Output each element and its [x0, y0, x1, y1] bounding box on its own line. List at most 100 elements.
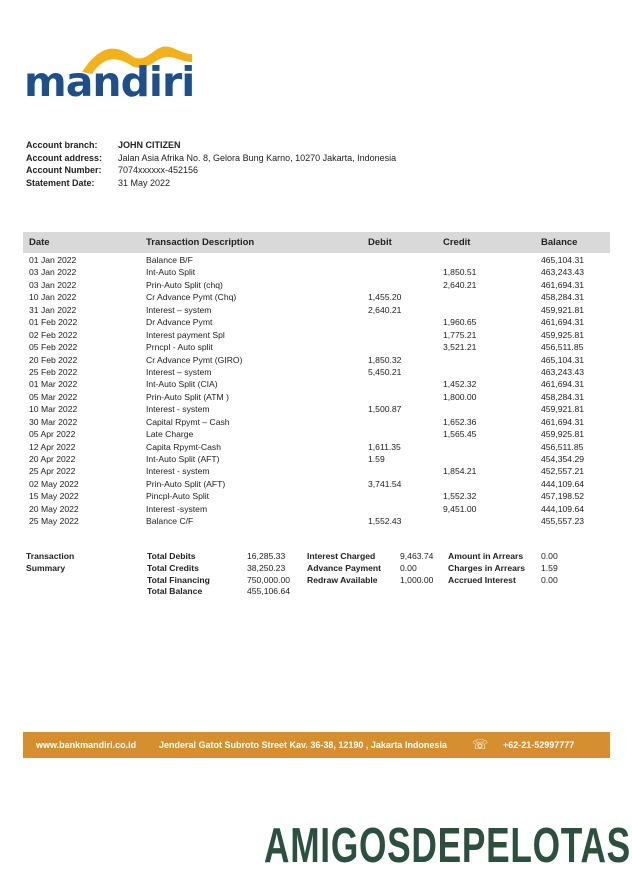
- cell-balance: 458,284.31: [541, 391, 585, 402]
- cell-description: Interest – system: [146, 366, 212, 377]
- footer-phone: +62-21-52997777: [503, 740, 575, 750]
- table-row: 02 Feb 2022 Interest payment Spl 1,775.21 4…: [23, 329, 610, 341]
- cell-credit: 2,640.21: [443, 279, 477, 290]
- summary-item: Amount in Arrears 0.00: [448, 551, 558, 563]
- cell-description: Interest – system: [146, 304, 212, 315]
- cell-description: Int-Auto Split: [146, 267, 196, 278]
- summary-item: Total Financing 750,000.00: [147, 575, 290, 587]
- cell-description: Prin-Auto Split (chq): [146, 279, 223, 290]
- table-row: 05 Apr 2022 Late Charge 1,565.45 459,925.81: [23, 428, 610, 440]
- cell-description: Prncpl - Auto split: [146, 342, 213, 353]
- table-row: 03 Jan 2022 Prin-Auto Split (chq) 2,640.21…: [23, 279, 610, 291]
- footer-website[interactable]: www.bankmandiri.co.id: [36, 740, 137, 750]
- header-debit: Debit: [368, 237, 392, 248]
- cell-credit: 1,960.65: [443, 317, 477, 328]
- summary-label: Total Balance: [147, 586, 203, 597]
- cell-balance: 444,109.64: [541, 478, 585, 489]
- summary-item: Total Credits 38,250.23: [147, 563, 285, 575]
- header-description: Transaction Description: [146, 237, 255, 248]
- cell-date: 05 Mar 2022: [29, 391, 78, 402]
- table-row: 31 Jan 2022 Interest – system 2,640.21 459,…: [23, 304, 610, 316]
- cell-description: Balance C/F: [146, 516, 194, 527]
- cell-balance: 461,694.31: [541, 317, 585, 328]
- address-label: Account address:: [26, 152, 103, 163]
- summary-value: 0.00: [400, 562, 417, 573]
- table-row: 12 Apr 2022 Capita Rpymt-Cash 1,611.35 456,…: [23, 441, 610, 453]
- cell-date: 30 Mar 2022: [29, 416, 78, 427]
- summary-title: Transaction Summary: [26, 551, 74, 575]
- cell-description: Cr Advance Pymt (GIRO): [146, 354, 243, 365]
- cell-date: 05 Apr 2022: [29, 429, 76, 440]
- cell-date: 15 May 2022: [29, 491, 79, 502]
- cell-balance: 444,109.64: [541, 503, 585, 514]
- cell-debit: 1,552.43: [368, 516, 402, 527]
- summary-value: 750,000.00: [247, 574, 291, 585]
- summary-col-3: Amount in Arrears 0.00 Charges in Arrears 1…: [448, 551, 558, 587]
- summary-value: 1,000.00: [400, 574, 434, 585]
- summary-label: Amount in Arrears: [448, 551, 524, 561]
- cell-balance: 454,354.29: [541, 454, 585, 464]
- watermark: AMIGOSDEPELOTAS.COM: [264, 819, 632, 873]
- summary-label: Advance Payment: [307, 562, 382, 573]
- summary-title-line: Transaction: [26, 551, 75, 561]
- date-value: 31 May 2022: [118, 177, 171, 188]
- table-row: 25 Feb 2022 Interest – system 5,450.21 463,…: [23, 366, 610, 378]
- cell-description: Balance B/F: [146, 255, 193, 265]
- cell-credit: 1,800.00: [443, 391, 477, 402]
- summary-label: Charges in Arrears: [448, 562, 526, 573]
- cell-balance: 458,284.31: [541, 292, 585, 303]
- date-label: Statement Date:: [26, 177, 95, 188]
- header-credit: Credit: [443, 237, 471, 248]
- logo-wave-icon: [82, 46, 192, 74]
- summary-title-line: Summary: [26, 562, 66, 573]
- cell-date: 01 Feb 2022: [29, 317, 78, 328]
- table-row: 05 Mar 2022 Prin-Auto Split (ATM ) 1,800.0…: [23, 391, 610, 403]
- cell-date: 25 Apr 2022: [29, 466, 76, 477]
- cell-date: 03 Jan 2022: [29, 279, 77, 290]
- table-row: 10 Mar 2022 Interest - system 1,500.87 459,…: [23, 403, 610, 415]
- table-row: 03 Jan 2022 Int-Auto Split 1,850.51 463,243…: [23, 266, 610, 278]
- summary-label: Interest Charged: [307, 551, 376, 561]
- footer-bar: www.bankmandiri.co.id Jenderal Gatot Sub…: [23, 732, 610, 758]
- cell-balance: 452,557.21: [541, 466, 585, 477]
- cell-description: Int-Auto Split (AFT): [146, 454, 220, 464]
- cell-date: 20 Apr 2022: [29, 454, 76, 464]
- cell-balance: 463,243.43: [541, 366, 585, 377]
- cell-balance: 459,921.81: [541, 304, 585, 315]
- cell-credit: 9,451.00: [443, 503, 477, 514]
- account-info: Account branch: JOHN CITIZEN Account addr…: [26, 139, 396, 189]
- cell-description: Dr Advance Pymt: [146, 317, 213, 328]
- summary-item: Charges in Arrears 1.59: [448, 562, 558, 575]
- summary-value: 0.00: [541, 574, 558, 585]
- cell-date: 03 Jan 2022: [29, 267, 77, 278]
- cell-credit: 1,452.32: [443, 379, 477, 390]
- cell-debit: 1,611.35: [368, 441, 401, 452]
- cell-credit: 1,565.45: [443, 429, 477, 440]
- table-row: 20 Apr 2022 Int-Auto Split (AFT) 1.59 454,3…: [23, 453, 610, 465]
- cell-balance: 455,557.23: [541, 516, 585, 527]
- table-row: 25 May 2022 Balance C/F 1,552.43 455,557.23: [23, 515, 610, 527]
- cell-credit: 1,775.21: [443, 329, 477, 340]
- cell-date: 20 Feb 2022: [29, 354, 78, 365]
- cell-description: Capita Rpymt-Cash: [146, 441, 221, 452]
- summary-item: Accrued Interest 0.00: [448, 574, 558, 587]
- summary-label: Accrued Interest: [448, 574, 516, 585]
- cell-debit: 1,850.32: [368, 354, 402, 365]
- summary-value: 9,463.74: [400, 551, 434, 561]
- summary-value: 455,106.64: [247, 586, 291, 597]
- cell-description: Prin-Auto Split (AFT): [146, 478, 226, 489]
- cell-date: 25 May 2022: [29, 516, 79, 527]
- cell-description: Int-Auto Split (CIA): [146, 379, 218, 390]
- summary-label: Total Debits: [147, 551, 196, 561]
- cell-balance: 461,694.31: [541, 379, 585, 390]
- cell-description: Interest payment Spl: [146, 329, 225, 340]
- summary-value: 0.00: [541, 551, 558, 561]
- cell-description: Prin-Auto Split (ATM ): [146, 391, 229, 402]
- branch-value: JOHN CITIZEN: [118, 140, 181, 150]
- cell-balance: 456,511.85: [541, 342, 584, 353]
- cell-date: 02 Feb 2022: [29, 329, 78, 340]
- cell-date: 05 Feb 2022: [29, 342, 78, 353]
- cell-description: Pincpl-Auto Split: [146, 491, 210, 502]
- branch-label: Account branch:: [26, 140, 98, 150]
- number-value: 7074xxxxxx-452156: [118, 165, 199, 176]
